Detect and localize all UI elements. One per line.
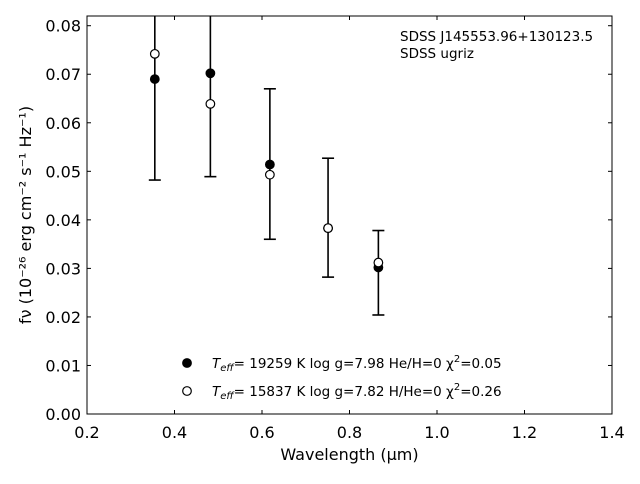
x-tick-label: 1.4: [599, 423, 624, 442]
y-tick-label: 0.04: [45, 211, 81, 230]
object-name-annotation: SDSS J145553.96+130123.5: [400, 29, 593, 45]
data-point-filled: [205, 68, 216, 79]
x-axis-label: Wavelength (μm): [280, 445, 418, 464]
y-tick-label: 0.07: [45, 65, 81, 84]
x-tick-label: 0.2: [74, 423, 99, 442]
data-point-open: [149, 48, 160, 59]
y-tick-label: 0.00: [45, 405, 81, 424]
data-point-open: [264, 169, 275, 180]
survey-annotation: SDSS ugriz: [400, 46, 474, 62]
x-tick-label: 0.4: [162, 423, 187, 442]
x-tick-label: 0.8: [337, 423, 362, 442]
legend: Teff= 19259 K log g=7.98 He/H=0 χ2=0.05 T…: [182, 354, 502, 402]
data-markers: [149, 48, 384, 273]
y-tick-label: 0.05: [45, 162, 81, 181]
y-tick-label: 0.02: [45, 308, 81, 327]
y-tick-label: 0.08: [45, 17, 81, 36]
data-point-filled: [149, 74, 160, 84]
y-tick-label: 0.03: [45, 259, 81, 278]
axes-frame: [86, 15, 613, 415]
y-tick-label: 0.06: [45, 114, 81, 133]
legend-label: Teff= 19259 K log g=7.98 He/H=0 χ2=0.05: [212, 354, 502, 374]
y-axis-label: fν (10⁻²⁶ erg cm⁻² s⁻¹ Hz⁻¹): [16, 106, 35, 324]
data-point-open: [205, 98, 216, 109]
x-tick-label: 1.2: [512, 423, 537, 442]
data-point-filled: [264, 159, 275, 170]
data-point-open: [323, 223, 333, 234]
x-tick-label: 1.0: [424, 423, 449, 442]
data-point-open: [373, 257, 384, 268]
legend-marker: [182, 358, 192, 368]
y-tick-label: 0.01: [45, 356, 81, 375]
legend-marker: [182, 386, 192, 396]
error-bars: [148, 16, 385, 316]
axis-ticks: 0.2 0.4 0.6 0.8 1.0 1.2 1.4 0.00 0.01 0.02 0.03 0.0…: [45, 16, 625, 442]
legend-label: Teff= 15837 K log g=7.82 H/He=0 χ2=0.26: [212, 382, 502, 402]
x-tick-label: 0.6: [249, 423, 274, 442]
